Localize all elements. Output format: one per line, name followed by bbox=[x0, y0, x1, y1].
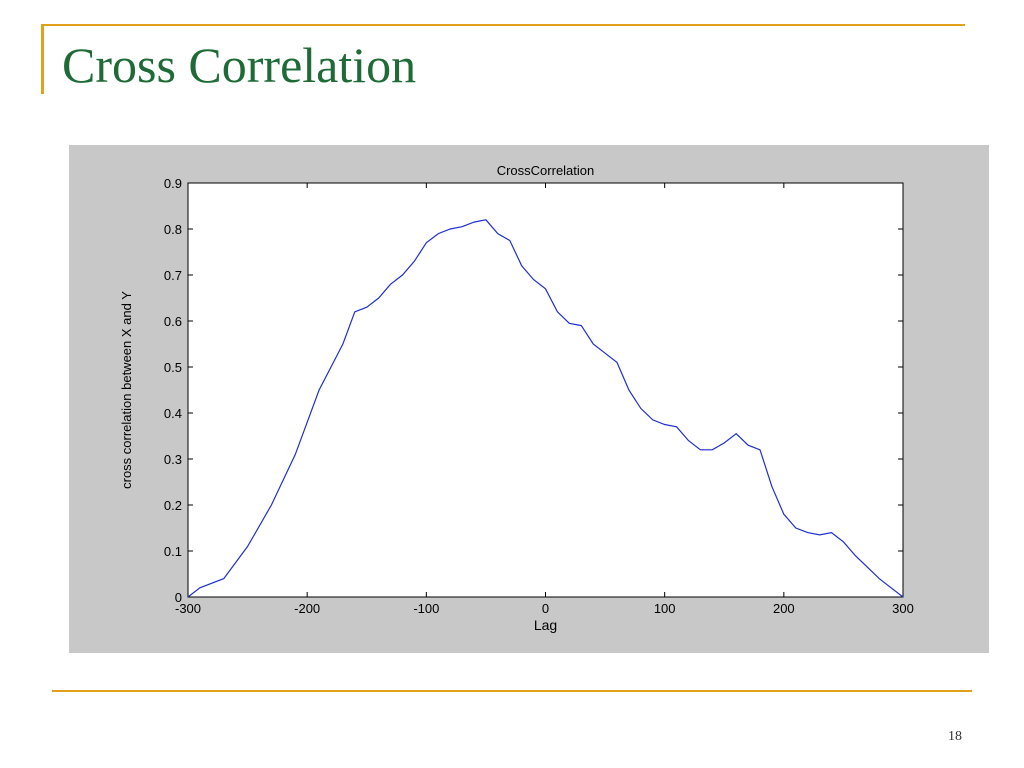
x-axis-label: Lag bbox=[534, 617, 557, 633]
title-accent-bar bbox=[41, 24, 44, 94]
y-tick-label: 0 bbox=[175, 590, 182, 605]
plot-area bbox=[187, 182, 904, 598]
page-number: 18 bbox=[948, 729, 962, 744]
y-tick-label: 0.2 bbox=[164, 498, 182, 513]
title-accent-line bbox=[41, 24, 965, 26]
x-tick-label: 0 bbox=[542, 601, 549, 616]
y-tick-label: 0.4 bbox=[164, 406, 182, 421]
chart-title: CrossCorrelation bbox=[497, 163, 595, 178]
x-tick-label: -200 bbox=[294, 601, 320, 616]
y-tick-label: 0.5 bbox=[164, 360, 182, 375]
y-tick-label: 0.1 bbox=[164, 544, 182, 559]
footer-divider bbox=[52, 690, 972, 692]
x-tick-label: -100 bbox=[413, 601, 439, 616]
y-tick-label: 0.8 bbox=[164, 222, 182, 237]
y-tick-label: 0.6 bbox=[164, 314, 182, 329]
y-axis-label: cross correlation between X and Y bbox=[119, 291, 134, 489]
x-tick-label: 300 bbox=[892, 601, 914, 616]
x-tick-label: 100 bbox=[654, 601, 676, 616]
y-tick-label: 0.9 bbox=[164, 176, 182, 191]
y-tick-label: 0.3 bbox=[164, 452, 182, 467]
series-line-1 bbox=[187, 219, 904, 598]
x-tick-label: 200 bbox=[773, 601, 795, 616]
x-tick-label: -300 bbox=[175, 601, 201, 616]
chart-figure: -300 -200 -100 0 100 200 300 0 0.1 0.2 0.3 0.4 0.5 0.… bbox=[69, 145, 989, 653]
y-tick-label: 0.7 bbox=[164, 268, 182, 283]
slide-title: Cross Correlation bbox=[62, 37, 417, 93]
cross-correlation-chart: -300 -200 -100 0 100 200 300 0 0.1 0.2 0.3 0.4 0.5 0.… bbox=[119, 163, 914, 633]
